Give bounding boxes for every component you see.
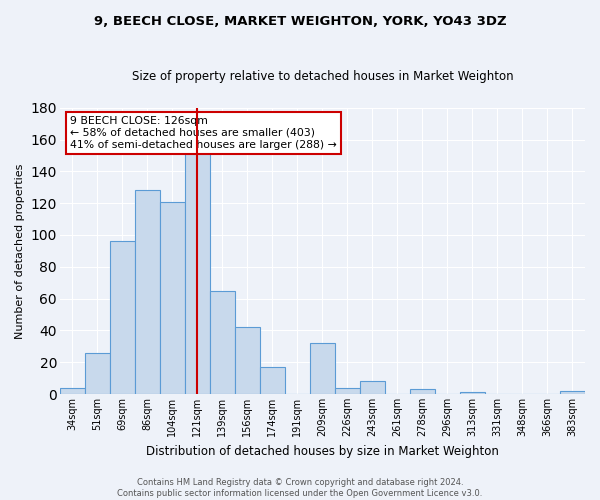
Bar bbox=[260, 367, 285, 394]
Bar bbox=[160, 202, 185, 394]
Bar bbox=[335, 388, 360, 394]
X-axis label: Distribution of detached houses by size in Market Weighton: Distribution of detached houses by size … bbox=[146, 444, 499, 458]
Text: Contains HM Land Registry data © Crown copyright and database right 2024.
Contai: Contains HM Land Registry data © Crown c… bbox=[118, 478, 482, 498]
Bar bbox=[185, 152, 210, 394]
Bar bbox=[310, 343, 335, 394]
Bar bbox=[135, 190, 160, 394]
Bar bbox=[410, 389, 435, 394]
Bar bbox=[85, 352, 110, 394]
Text: 9 BEECH CLOSE: 126sqm
← 58% of detached houses are smaller (403)
41% of semi-det: 9 BEECH CLOSE: 126sqm ← 58% of detached … bbox=[70, 116, 337, 150]
Bar bbox=[460, 392, 485, 394]
Bar bbox=[60, 388, 85, 394]
Bar bbox=[560, 391, 585, 394]
Y-axis label: Number of detached properties: Number of detached properties bbox=[15, 163, 25, 338]
Bar bbox=[110, 242, 135, 394]
Text: 9, BEECH CLOSE, MARKET WEIGHTON, YORK, YO43 3DZ: 9, BEECH CLOSE, MARKET WEIGHTON, YORK, Y… bbox=[94, 15, 506, 28]
Title: Size of property relative to detached houses in Market Weighton: Size of property relative to detached ho… bbox=[131, 70, 513, 83]
Bar bbox=[235, 327, 260, 394]
Bar bbox=[210, 290, 235, 394]
Bar bbox=[360, 382, 385, 394]
